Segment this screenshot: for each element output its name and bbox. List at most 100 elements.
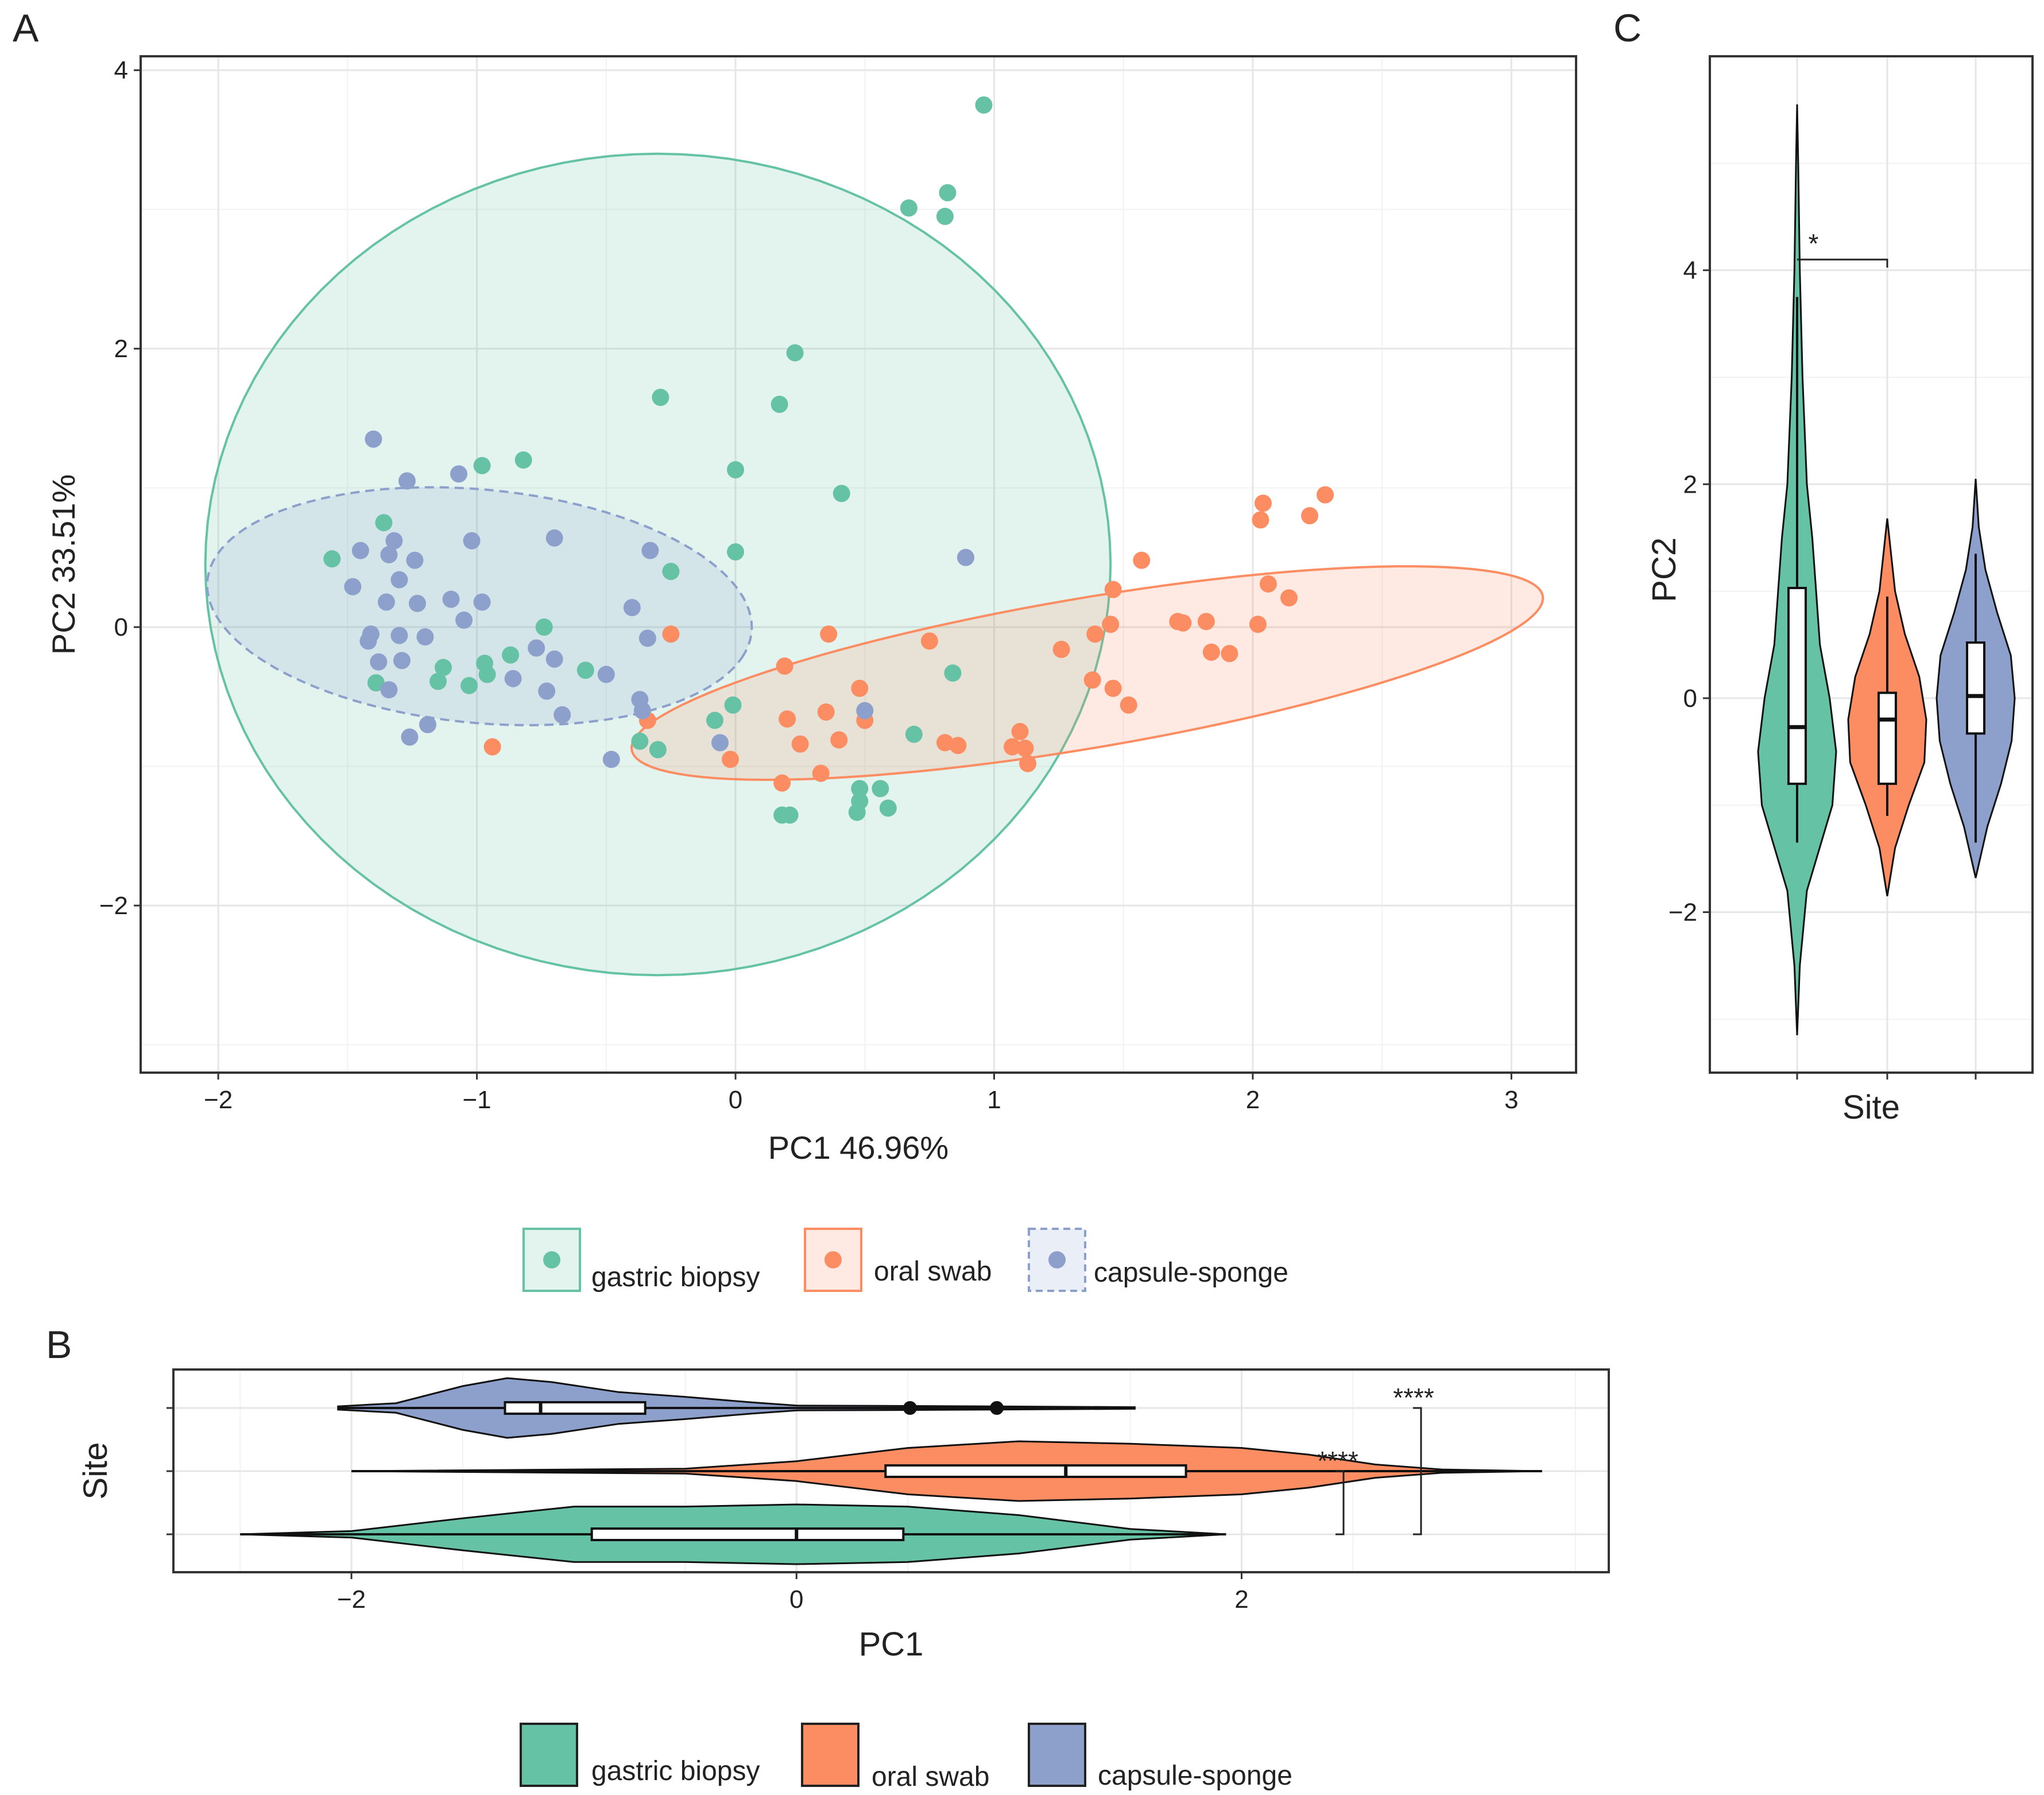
significance-bracket: [1413, 1407, 1422, 1535]
point-capsule-sponge: [416, 628, 434, 646]
significance-label: ****: [1393, 1383, 1434, 1413]
point-oral-swab: [1086, 625, 1104, 643]
y-axis-title: PC2: [1646, 537, 1683, 602]
point-oral-swab: [1249, 616, 1267, 633]
point-gastric-biopsy: [652, 389, 669, 407]
box-gastric-biopsy: [1787, 586, 1807, 785]
y-tick-label: −2: [1669, 899, 1697, 927]
y-axis-title: PC2 33.51%: [45, 474, 82, 655]
point-gastric-biopsy: [944, 664, 962, 682]
panel-label-b: B: [46, 1323, 72, 1367]
point-gastric-biopsy: [848, 803, 866, 821]
y-tick-label: 0: [1683, 684, 1697, 713]
legend-label-gastric-biopsy: gastric biopsy: [591, 1756, 760, 1786]
point-oral-swab: [1254, 494, 1272, 512]
point-oral-swab: [812, 764, 830, 782]
legend-dot-oral-swab: [824, 1251, 842, 1268]
point-oral-swab: [1133, 551, 1151, 569]
panel-b-violin: **** **** −2 0 2 PC1 Site: [77, 1368, 1610, 1663]
point-gastric-biopsy: [460, 676, 478, 694]
point-oral-swab: [1197, 613, 1215, 630]
x-axis-title: Site: [1842, 1089, 1900, 1126]
x-tick-label: 2: [1246, 1086, 1260, 1114]
point-gastric-biopsy: [786, 344, 804, 362]
point-oral-swab: [920, 632, 938, 650]
point-gastric-biopsy: [429, 672, 447, 690]
point-capsule-sponge: [641, 541, 659, 559]
legend-label-oral-swab: oral swab: [874, 1256, 992, 1287]
point-oral-swab: [662, 625, 680, 643]
point-oral-swab: [820, 625, 838, 643]
point-capsule-sponge: [597, 666, 615, 683]
point-capsule-sponge: [401, 728, 419, 746]
point-capsule-sponge: [365, 430, 382, 448]
legend-a: gastric biopsy oral swab capsule-sponge: [522, 1228, 1288, 1293]
point-oral-swab: [817, 703, 835, 721]
outlier-capsule-sponge: [990, 1401, 1004, 1415]
box-capsule-sponge: [504, 1401, 647, 1415]
point-capsule-sponge: [406, 551, 424, 569]
point-gastric-biopsy: [662, 563, 680, 581]
point-capsule-sponge: [711, 734, 729, 752]
significance-label: ****: [1317, 1446, 1358, 1476]
legend-key-gastric-biopsy: [522, 1228, 581, 1292]
point-oral-swab: [1259, 575, 1277, 593]
point-gastric-biopsy: [879, 799, 897, 817]
significance-label: *: [1809, 229, 1819, 258]
point-gastric-biopsy: [649, 741, 667, 759]
point-gastric-biopsy: [631, 732, 649, 750]
point-capsule-sponge: [450, 465, 468, 483]
point-gastric-biopsy: [905, 725, 923, 743]
significance-bracket: [1335, 1470, 1345, 1535]
legend-label-oral-swab: oral swab: [872, 1762, 989, 1792]
point-oral-swab: [779, 710, 796, 728]
point-oral-swab: [791, 735, 809, 753]
point-capsule-sponge: [504, 670, 522, 687]
point-gastric-biopsy: [576, 661, 594, 679]
panel-a-scatter: −2 −1 0 1 2 3 −2 0 2 4 PC1 46.96% PC2 33.51%: [45, 55, 1577, 1166]
point-capsule-sponge: [380, 546, 398, 564]
point-oral-swab: [1221, 645, 1238, 663]
point-capsule-sponge: [442, 590, 460, 608]
point-oral-swab: [1252, 511, 1269, 529]
legend-key-oral-swab: [801, 1723, 860, 1787]
point-oral-swab: [949, 737, 967, 755]
point-capsule-sponge: [638, 629, 656, 647]
point-oral-swab: [830, 731, 848, 749]
point-capsule-sponge: [633, 702, 651, 719]
point-oral-swab: [1120, 696, 1137, 714]
point-oral-swab: [722, 751, 740, 768]
point-oral-swab: [1104, 581, 1122, 598]
ellipse-gastric-biopsy: [204, 152, 1112, 977]
legend-key-capsule-sponge: [1028, 1723, 1086, 1787]
point-capsule-sponge: [463, 532, 481, 550]
x-tick-label: −2: [337, 1585, 366, 1614]
plot-frame-c: [1709, 55, 2034, 1074]
point-oral-swab: [1317, 486, 1334, 504]
point-oral-swab: [1052, 640, 1070, 658]
point-capsule-sponge: [419, 715, 436, 733]
legend-dot-gastric-biopsy: [543, 1251, 560, 1268]
point-gastric-biopsy: [936, 207, 954, 225]
legend-label-capsule-sponge: capsule-sponge: [1098, 1761, 1292, 1791]
point-capsule-sponge: [390, 626, 408, 644]
point-capsule-sponge: [351, 541, 369, 559]
point-oral-swab: [1083, 671, 1101, 689]
point-gastric-biopsy: [473, 457, 491, 474]
point-capsule-sponge: [545, 529, 563, 547]
point-gastric-biopsy: [771, 396, 788, 413]
point-capsule-sponge: [856, 702, 874, 719]
point-oral-swab: [1202, 643, 1220, 661]
point-gastric-biopsy: [502, 646, 520, 664]
x-axis-title: PC1: [859, 1626, 924, 1663]
box-gastric-biopsy: [590, 1527, 905, 1541]
x-tick-label: 3: [1504, 1086, 1518, 1114]
x-tick-label: −2: [204, 1086, 233, 1114]
x-axis-title: PC1 46.96%: [768, 1129, 949, 1166]
point-capsule-sponge: [553, 706, 571, 724]
point-capsule-sponge: [385, 532, 403, 550]
y-tick-label: 4: [1683, 257, 1697, 285]
point-capsule-sponge: [455, 611, 473, 629]
legend-key-gastric-biopsy: [520, 1723, 578, 1787]
